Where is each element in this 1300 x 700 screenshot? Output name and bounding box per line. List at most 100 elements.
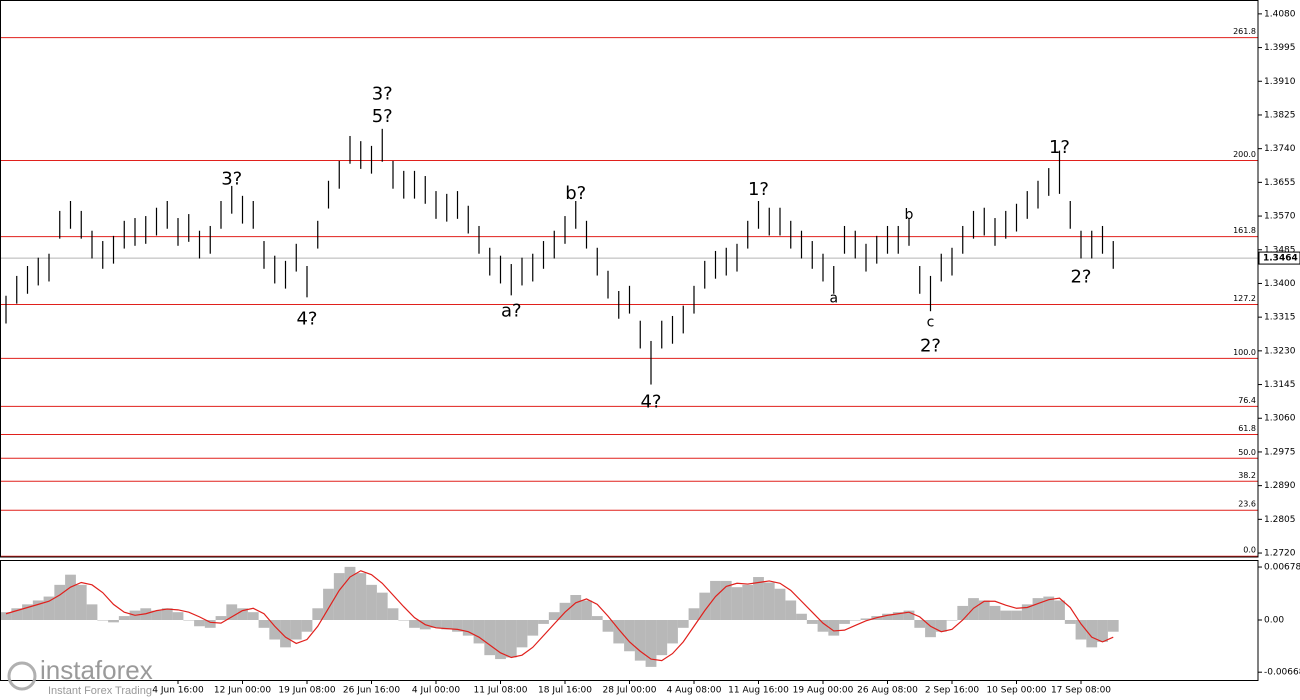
wave-label: c (927, 315, 935, 331)
wave-label: 4? (296, 309, 317, 330)
x-tick-label: 19 Jun 08:00 (278, 686, 335, 696)
histogram-bar (1107, 620, 1119, 632)
wave-label: b? (565, 183, 586, 204)
y-tick-label: 1.3145 (1264, 380, 1296, 390)
histogram-bar (484, 620, 496, 656)
histogram-bar (22, 604, 33, 620)
histogram-bar (796, 613, 807, 620)
x-tick-label: 4 Aug 08:00 (667, 686, 722, 696)
histogram-bar (86, 604, 98, 620)
histogram-bar (441, 620, 453, 630)
fib-label: 23.6 (1238, 500, 1256, 509)
y-tick-label: 1.3315 (1264, 313, 1296, 323)
histogram-bar (54, 584, 66, 620)
histogram-bar (473, 620, 485, 644)
histogram-bar (753, 577, 764, 620)
fib-label: 127.2 (1233, 294, 1256, 303)
wave-label: 5? (372, 106, 393, 127)
y-tick-label: 1.3230 (1264, 346, 1296, 356)
histogram-bar (398, 620, 410, 621)
watermark-brand: instaforex (40, 655, 153, 685)
histogram-bar (280, 620, 291, 648)
histogram-bar (548, 612, 560, 620)
histogram-bar (183, 620, 195, 621)
histogram-bar (237, 608, 248, 620)
fib-label: 61.8 (1238, 424, 1256, 433)
histogram-bar (624, 620, 635, 652)
histogram-bar (312, 608, 324, 620)
histogram-bar (914, 620, 926, 628)
histogram-bar (677, 620, 689, 628)
x-tick-label: 26 Jun 16:00 (343, 686, 400, 696)
histogram-bar (699, 592, 711, 620)
y-tick-label: 1.3485 (1264, 245, 1296, 255)
y-tick-label: 1.4080 (1264, 9, 1296, 19)
last-price-box (1258, 251, 1300, 265)
wave-label: 4? (640, 391, 661, 412)
histogram-bar (527, 620, 539, 636)
fib-label: 76.4 (1238, 396, 1256, 405)
histogram-bar (613, 620, 625, 644)
y-tick-label: 1.2890 (1264, 481, 1296, 491)
y-tick-label: 1.3825 (1264, 110, 1296, 120)
x-tick-label: 18 Jul 16:00 (538, 686, 592, 696)
histogram-bar (333, 573, 345, 620)
wave-label: a? (501, 301, 522, 322)
x-tick-label: 10 Sep 00:00 (986, 686, 1046, 696)
y-tick-label: 1.2720 (1264, 549, 1296, 559)
histogram-bar (65, 574, 76, 620)
histogram-bar (108, 620, 119, 623)
histogram-bar (1021, 604, 1033, 620)
fib-label: 200.0 (1233, 150, 1256, 159)
histogram-bar (344, 566, 356, 620)
histogram-bar (957, 605, 969, 620)
histogram-bar (581, 600, 592, 620)
histogram-bar (258, 620, 270, 628)
histogram-bar (591, 616, 603, 620)
histogram-bar (1064, 620, 1076, 624)
fib-label: 100.0 (1233, 348, 1256, 357)
histogram-bar (151, 610, 162, 620)
y-tick-label: 1.2975 (1264, 447, 1296, 457)
histogram-bar (11, 608, 23, 620)
histogram-bar (290, 620, 302, 640)
histogram-bar (194, 620, 205, 627)
histogram-bar (1043, 596, 1055, 620)
histogram-bar (204, 620, 216, 628)
histogram-bar (462, 620, 474, 636)
histogram-bar (376, 592, 388, 620)
y-tick-label: -0.00668 (1264, 668, 1300, 678)
oscillator-frame (0, 560, 1259, 681)
x-tick-label: 11 Aug 16:00 (728, 686, 789, 696)
y-tick-label: 0.00678 (1264, 563, 1300, 573)
histogram-bar (226, 604, 238, 620)
histogram-bar (0, 612, 12, 620)
histogram-bar (409, 620, 420, 628)
fib-label: 261.8 (1233, 27, 1256, 36)
histogram-bar (505, 620, 517, 658)
histogram-bar (32, 600, 44, 620)
histogram-bar (43, 596, 55, 620)
wave-label: 2? (1070, 267, 1091, 288)
wave-label: 1? (748, 179, 769, 200)
y-tick-label: 1.2805 (1264, 515, 1296, 525)
x-tick-label: 19 Aug 00:00 (793, 686, 854, 696)
histogram-bar (634, 620, 646, 661)
y-tick-label: 1.3740 (1264, 144, 1296, 154)
histogram-bar (161, 608, 173, 620)
histogram-bar (817, 620, 829, 632)
histogram-bar (882, 613, 893, 620)
histogram-bar (602, 620, 614, 632)
histogram-bar (1054, 600, 1065, 620)
histogram-bar (731, 587, 743, 620)
wave-label: a (829, 291, 838, 307)
wave-label: 1? (1049, 137, 1070, 158)
histogram-bar (839, 620, 850, 624)
histogram-bar (742, 584, 754, 620)
histogram-bar (946, 620, 958, 621)
histogram-bar (269, 620, 281, 640)
histogram-bar (892, 612, 904, 620)
histogram-bar (989, 605, 1001, 620)
